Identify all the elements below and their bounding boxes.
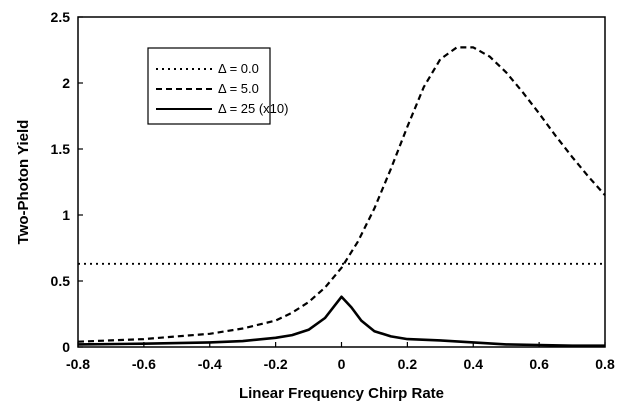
y-tick-label: 2.5 — [51, 9, 71, 25]
x-tick-label: -0.2 — [264, 356, 288, 372]
legend-label-0: Δ = 0.0 — [218, 61, 259, 76]
x-tick-label: 0.8 — [595, 356, 615, 372]
y-tick-label: 0.5 — [51, 273, 71, 289]
x-tick-label: -0.8 — [66, 356, 90, 372]
x-tick-label: -0.6 — [132, 356, 156, 372]
x-tick-label: 0 — [338, 356, 346, 372]
x-tick-label: 0.4 — [464, 356, 484, 372]
y-tick-label: 0 — [62, 339, 70, 355]
x-tick-label: 0.6 — [529, 356, 549, 372]
y-tick-label: 1 — [62, 207, 70, 223]
y-tick-label: 1.5 — [51, 141, 71, 157]
series-line-2 — [78, 297, 605, 346]
legend: Δ = 0.0 Δ = 5.0 Δ = 25 (x10) — [148, 48, 288, 124]
x-axis-title: Linear Frequency Chirp Rate — [239, 385, 444, 402]
x-tick-label: 0.2 — [398, 356, 418, 372]
y-axis-title: Two-Photon Yield — [15, 120, 32, 245]
legend-label-1: Δ = 5.0 — [218, 81, 259, 96]
legend-label-2: Δ = 25 (x10) — [218, 101, 288, 116]
y-tick-label: 2 — [62, 75, 70, 91]
x-tick-label: -0.4 — [198, 356, 222, 372]
